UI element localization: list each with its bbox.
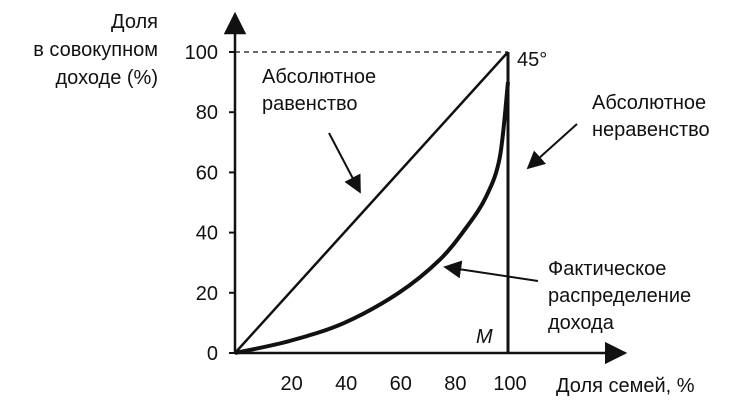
equality-label-line-2: равенство <box>262 93 358 115</box>
y-tick-label: 0 <box>207 343 218 365</box>
angle-label: 45° <box>517 49 547 71</box>
inequality-label-line-1: Абсолютное <box>592 92 706 114</box>
y-axis-title-line-3: доходе (%) <box>56 67 158 89</box>
x-tick-label: 40 <box>335 373 357 395</box>
point-m-label: M <box>476 326 493 348</box>
y-tick-labels: 0 20 40 60 80 100 <box>185 42 218 365</box>
actual-distribution-curve <box>234 81 510 355</box>
y-tick-label: 80 <box>196 102 218 124</box>
actual-label-line-1: Фактическое <box>548 258 666 280</box>
y-tick-label: 40 <box>196 223 218 245</box>
x-tick-labels: 20 40 60 80 100 <box>280 373 526 395</box>
actual-label-line-3: дохода <box>548 312 615 334</box>
x-axis-title: Доля семей, % <box>556 375 695 397</box>
actual-label-line-2: распределение <box>548 285 691 307</box>
equality-label-line-1: Абсолютное <box>262 66 376 88</box>
equality-pointer-arrow <box>328 132 361 194</box>
x-tick-label: 100 <box>493 373 526 395</box>
x-tick-label: 60 <box>390 373 412 395</box>
x-tick-label: 20 <box>280 373 302 395</box>
y-tick-label: 20 <box>196 283 218 305</box>
x-tick-label: 80 <box>444 373 466 395</box>
y-axis-title-line-1: Доля <box>111 11 158 33</box>
y-tick-label: 60 <box>196 162 218 184</box>
absolute-equality-line <box>234 51 509 354</box>
actual-pointer-arrow <box>443 260 539 282</box>
inequality-label-line-2: неравенство <box>592 119 710 141</box>
y-tick-marks <box>229 51 235 354</box>
y-tick-label: 100 <box>185 42 218 64</box>
inequality-pointer-arrow <box>526 123 578 170</box>
y-axis-title-line-2: в совокупном <box>33 39 158 61</box>
